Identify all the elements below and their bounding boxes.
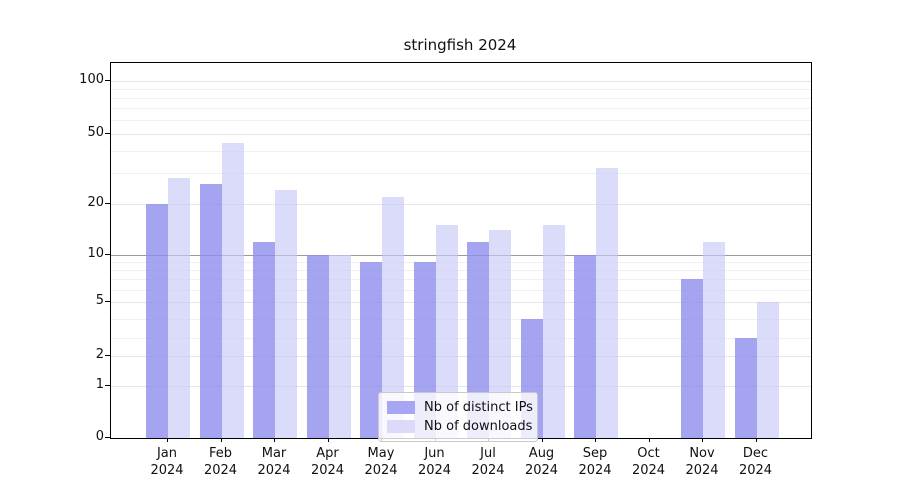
x-tick-label-jun: Jun 2024: [403, 445, 467, 479]
gridline-50: [111, 134, 811, 135]
x-tick-year-nov: 2024: [685, 463, 719, 478]
y-tick-mark-100: [105, 80, 110, 81]
bar-dec-nb-of-downloads: [756, 302, 779, 438]
y-tick-label-5: 5: [95, 293, 104, 308]
x-tick-label-apr: Apr 2024: [296, 445, 360, 479]
minor-gridline-6: [111, 289, 811, 291]
minor-gridline-3: [111, 338, 811, 339]
gridline-1: [111, 386, 811, 387]
y-tick-label-100: 100: [79, 72, 104, 87]
legend-swatch-downloads: [387, 420, 415, 433]
x-tick-label-may: May 2024: [349, 445, 413, 479]
y-tick-mark-1: [105, 385, 110, 386]
y-tick-mark-0: [105, 437, 110, 438]
minor-gridline-40: [111, 150, 811, 152]
minor-gridline-70: [111, 108, 811, 110]
minor-gridline-9: [111, 262, 811, 264]
x-tick-year-feb: 2024: [203, 463, 238, 478]
bar-jan-nb-of-downloads: [168, 178, 190, 438]
x-tick-year-jan: 2024: [150, 463, 184, 478]
gridline-2: [111, 356, 811, 357]
x-tick-mark-feb: [220, 438, 222, 442]
minor-gridline-8: [111, 270, 811, 272]
x-tick-label-jul: Jul 2024: [456, 445, 520, 479]
gridline-10: [111, 255, 811, 256]
plot-area: [110, 62, 812, 439]
x-tick-year-aug: 2024: [524, 463, 559, 478]
x-tick-label-aug: Aug 2024: [510, 445, 574, 479]
y-tick-mark-50: [105, 133, 110, 134]
bar-jun-nb-of-downloads: [435, 225, 458, 438]
y-tick-label-50: 50: [87, 125, 104, 140]
bar-may-nb-of-distinct-ips: [360, 262, 382, 438]
bar-may-nb-of-downloads: [382, 196, 404, 438]
x-tick-label-oct: Oct 2024: [617, 445, 681, 479]
x-tick-label-nov: Nov 2024: [670, 445, 734, 479]
minor-gridline-90: [111, 89, 811, 91]
y-tick-mark-2: [105, 355, 110, 356]
bar-sep-nb-of-distinct-ips: [574, 255, 596, 438]
bar-mar-nb-of-distinct-ips: [253, 241, 275, 438]
bar-nov-nb-of-downloads: [703, 241, 725, 438]
bar-apr-nb-of-distinct-ips: [306, 255, 329, 438]
bar-jul-nb-of-distinct-ips: [467, 241, 489, 438]
bar-feb-nb-of-downloads: [221, 143, 244, 438]
x-tick-year-jun: 2024: [417, 463, 452, 478]
x-tick-label-feb: Feb 2024: [189, 445, 253, 479]
gridline-20: [111, 204, 811, 205]
bar-sep-nb-of-downloads: [596, 167, 618, 438]
x-tick-mark-sep: [595, 438, 596, 442]
x-tick-mark-oct: [648, 438, 650, 442]
x-tick-label-mar: Mar 2024: [242, 445, 306, 479]
y-tick-label-1: 1: [95, 377, 104, 392]
x-tick-mark-apr: [327, 438, 329, 442]
minor-gridline-4: [111, 319, 811, 320]
gridline-100: [111, 81, 811, 82]
x-tick-label-dec: Dec 2024: [724, 445, 788, 479]
legend: Nb of distinct IPs Nb of downloads: [378, 392, 538, 442]
bar-mar-nb-of-downloads: [275, 190, 297, 438]
x-tick-mark-jan: [167, 438, 168, 442]
bar-dec-nb-of-distinct-ips: [734, 338, 757, 438]
x-tick-year-dec: 2024: [738, 463, 773, 478]
x-tick-year-sep: 2024: [578, 463, 612, 478]
y-tick-label-0: 0: [95, 429, 104, 444]
x-tick-year-jul: 2024: [471, 463, 505, 478]
x-tick-mark-nov: [702, 438, 703, 442]
x-tick-year-may: 2024: [364, 463, 398, 478]
gridline-5: [111, 302, 811, 303]
minor-gridline-60: [111, 120, 811, 122]
y-tick-mark-5: [105, 301, 110, 302]
x-tick-year-mar: 2024: [257, 463, 291, 478]
legend-label: Nb of downloads: [424, 419, 533, 434]
x-tick-mark-dec: [755, 438, 757, 442]
bar-jul-nb-of-downloads: [489, 230, 511, 438]
legend-label: Nb of distinct IPs: [424, 400, 533, 415]
y-tick-label-10: 10: [87, 246, 104, 261]
minor-gridline-7: [111, 279, 811, 281]
y-tick-mark-10: [105, 254, 110, 255]
bar-jan-nb-of-distinct-ips: [146, 204, 168, 438]
legend-item: Nb of distinct IPs: [387, 398, 533, 417]
y-tick-label-20: 20: [87, 195, 104, 210]
bar-nov-nb-of-distinct-ips: [681, 279, 703, 438]
x-tick-year-apr: 2024: [310, 463, 345, 478]
x-tick-label-jan: Jan 2024: [135, 445, 199, 479]
legend-item: Nb of downloads: [387, 417, 533, 436]
bar-apr-nb-of-downloads: [328, 255, 351, 438]
minor-gridline-80: [111, 98, 811, 100]
legend-swatch-distinct-ips: [387, 401, 415, 414]
bar-aug-nb-of-downloads: [542, 225, 565, 438]
chart-title: stringfish 2024: [403, 36, 517, 54]
minor-gridline-30: [111, 173, 811, 174]
x-tick-mark-mar: [274, 438, 275, 442]
y-tick-label-2: 2: [95, 347, 104, 362]
bar-feb-nb-of-distinct-ips: [199, 183, 222, 438]
x-tick-mark-aug: [541, 438, 543, 442]
y-tick-mark-20: [105, 203, 110, 204]
x-tick-label-sep: Sep 2024: [563, 445, 627, 479]
x-tick-year-oct: 2024: [631, 463, 666, 478]
